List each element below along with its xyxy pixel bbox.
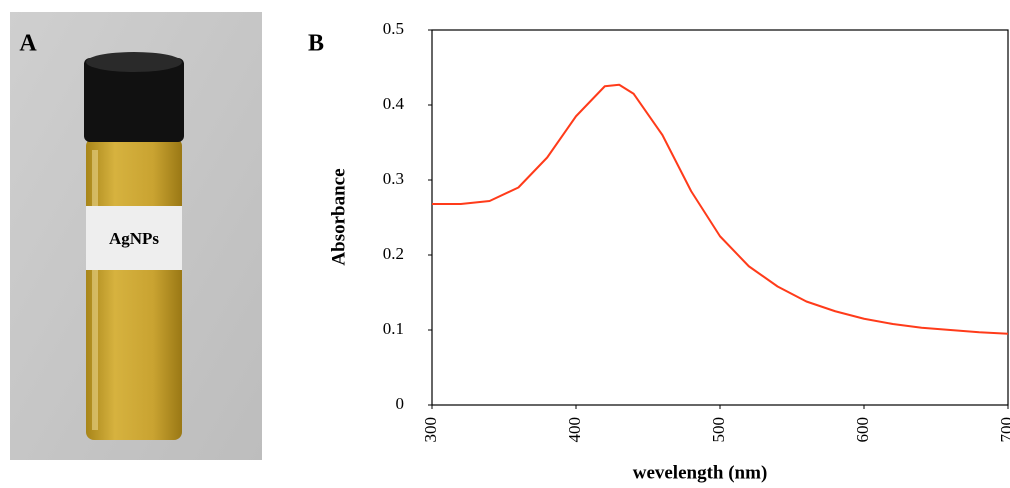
plot-frame	[431, 29, 1009, 406]
vial-highlight	[92, 150, 98, 430]
data-line	[432, 83, 1009, 335]
y-tick-label: 0.2	[383, 244, 404, 263]
x-tick-label: 600	[853, 417, 872, 443]
panel-label: B	[308, 31, 324, 57]
x-tick-label: 300	[421, 417, 440, 443]
y-tick-label: 0.3	[383, 169, 404, 188]
y-tick-label: 0.5	[383, 19, 404, 38]
vial-label: AgNPs	[109, 229, 159, 248]
x-axis-label: wevelength (nm)	[633, 462, 768, 483]
y-tick-label: 0	[396, 394, 405, 413]
x-tick-label: 500	[709, 417, 728, 443]
vial-label-sticker	[86, 206, 182, 270]
y-axis-label: Absorbance	[328, 168, 349, 265]
y-tick-label: 0.1	[383, 319, 404, 338]
x-tick-label: 700	[997, 417, 1010, 443]
vial-cap-top	[86, 52, 182, 72]
panel-label: A	[19, 31, 37, 57]
vial-body	[86, 138, 182, 440]
y-tick-label: 0.4	[383, 94, 405, 113]
vial-cap	[84, 58, 184, 142]
x-tick-label: 400	[565, 417, 584, 443]
photo: AgNPs A	[10, 12, 262, 460]
